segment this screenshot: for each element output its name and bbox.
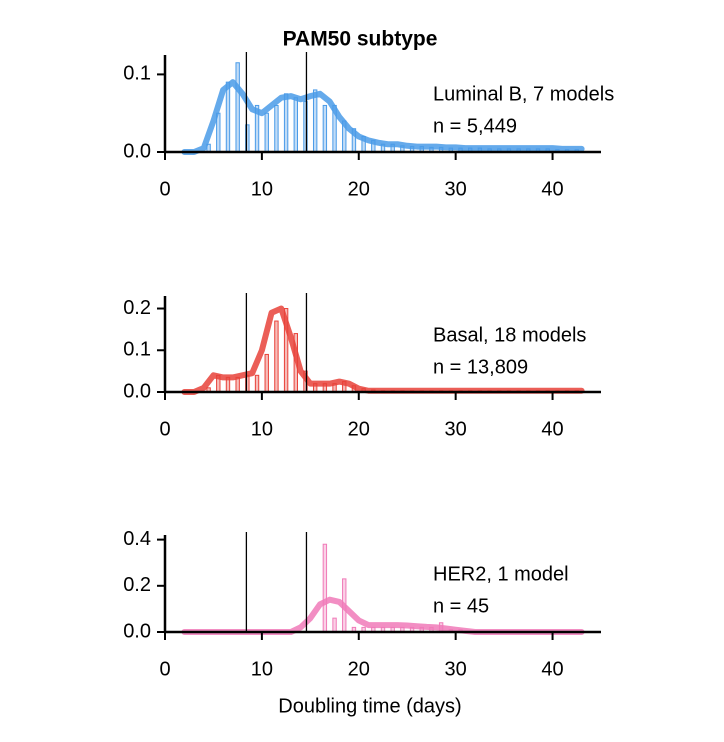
x-tick-label: 40 xyxy=(541,178,563,200)
x-tick-label: 0 xyxy=(159,658,170,680)
y-tick-label: 0.0 xyxy=(123,380,151,402)
y-tick-label: 0.0 xyxy=(123,620,151,642)
x-tick-label: 20 xyxy=(348,658,370,680)
x-tick-label: 0 xyxy=(159,418,170,440)
x-tick-label: 10 xyxy=(251,658,273,680)
histogram-bar xyxy=(274,320,279,393)
histogram-bar xyxy=(274,104,279,153)
annotation: HER2, 1 model xyxy=(433,563,569,585)
y-tick-label: 0.1 xyxy=(123,63,151,85)
density-curve xyxy=(181,79,585,155)
histogram-bar xyxy=(235,62,240,153)
density-curve xyxy=(181,596,585,635)
x-axis-label: Doubling time (days) xyxy=(278,695,461,717)
histogram-bar xyxy=(312,89,318,153)
histogram-bar xyxy=(264,353,269,393)
y-tick-label: 0.4 xyxy=(123,528,151,550)
histogram-bar xyxy=(332,617,337,633)
x-tick-label: 20 xyxy=(348,178,370,200)
density-curve xyxy=(181,305,585,395)
x-tick-label: 40 xyxy=(541,658,563,680)
x-tick-label: 10 xyxy=(251,418,273,440)
x-tick-label: 10 xyxy=(251,178,273,200)
x-tick-label: 30 xyxy=(445,658,467,680)
chart-title: PAM50 subtype xyxy=(283,28,438,51)
x-tick-label: 30 xyxy=(445,178,467,200)
y-tick-label: 0.2 xyxy=(123,297,151,319)
annotation: Luminal B, 7 models xyxy=(433,83,614,105)
histogram-bar xyxy=(264,112,269,153)
histogram-bar xyxy=(293,97,298,153)
x-tick-label: 0 xyxy=(159,178,170,200)
annotation: Basal, 18 models xyxy=(433,324,586,346)
histogram-bar xyxy=(322,104,328,153)
x-tick-label: 20 xyxy=(348,418,370,440)
y-tick-label: 0.2 xyxy=(123,574,151,596)
histogram-bar xyxy=(322,543,328,633)
annotation: n = 13,809 xyxy=(433,356,528,378)
histogram-bar xyxy=(283,93,289,153)
y-tick-label: 0.0 xyxy=(123,140,151,162)
x-tick-label: 40 xyxy=(541,418,563,440)
annotation: n = 45 xyxy=(433,595,489,617)
y-tick-label: 0.1 xyxy=(123,339,151,361)
x-tick-label: 30 xyxy=(445,418,467,440)
histogram-bar xyxy=(254,374,260,393)
annotation: n = 5,449 xyxy=(433,115,517,137)
histogram-bar xyxy=(225,81,231,153)
